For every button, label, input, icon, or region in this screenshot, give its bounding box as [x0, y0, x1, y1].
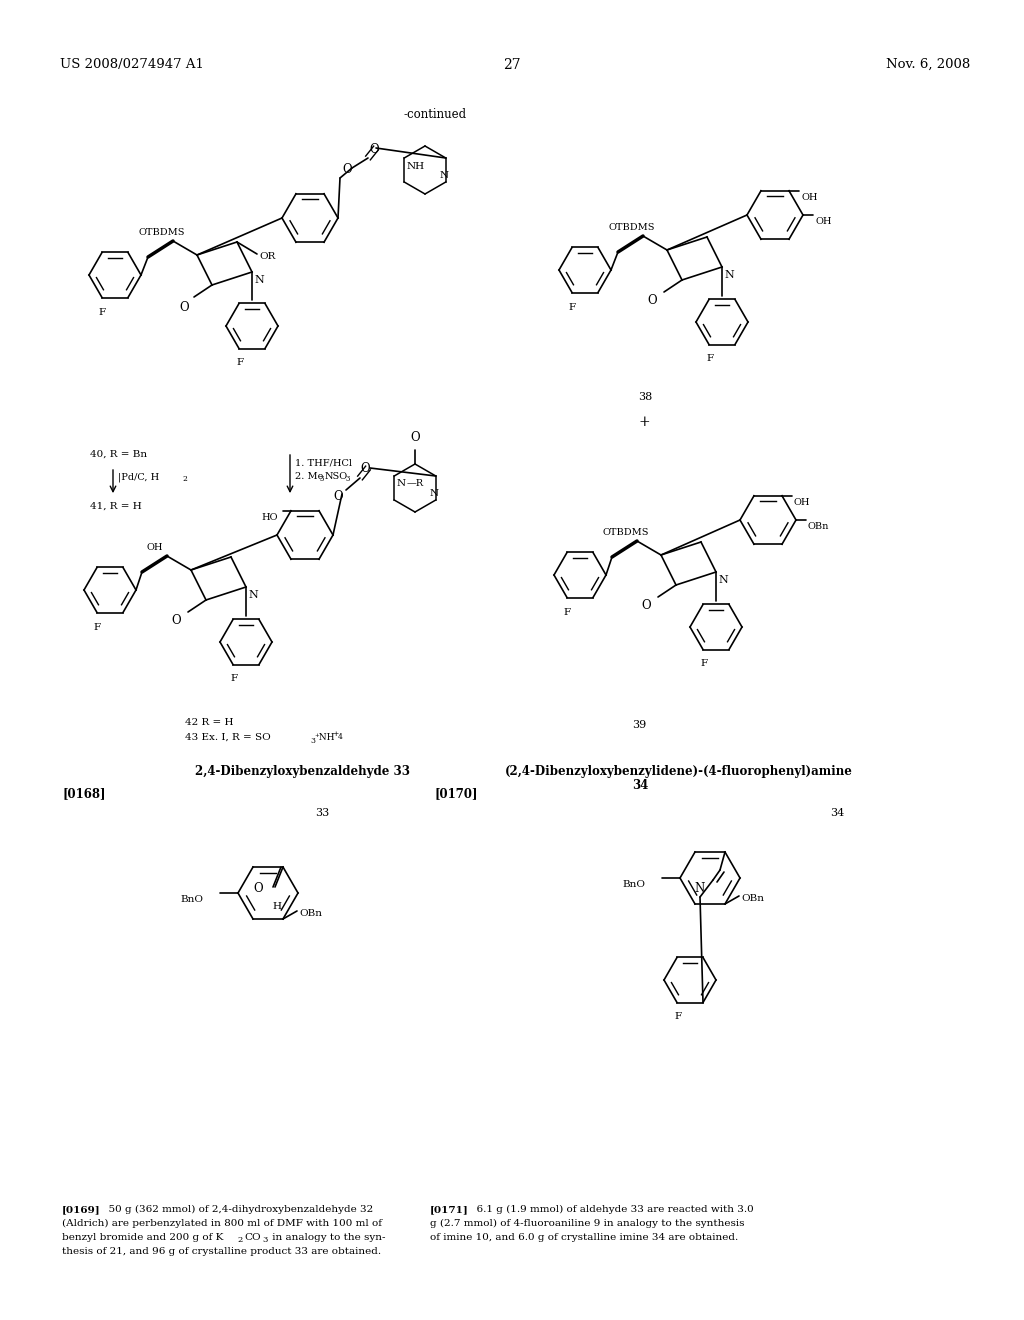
Text: F: F — [93, 623, 100, 632]
Text: O: O — [411, 432, 420, 444]
Text: F: F — [568, 304, 575, 312]
Text: NSO: NSO — [325, 473, 348, 480]
Text: CO: CO — [244, 1233, 261, 1242]
Text: O: O — [179, 301, 188, 314]
Text: F: F — [700, 659, 708, 668]
Text: O: O — [333, 490, 343, 503]
Text: ⁺NH: ⁺NH — [314, 733, 335, 742]
Text: F: F — [98, 308, 105, 317]
Text: US 2008/0274947 A1: US 2008/0274947 A1 — [60, 58, 204, 71]
Text: 2: 2 — [182, 475, 186, 483]
Text: NH: NH — [407, 162, 424, 172]
Text: 6.1 g (1.9 mmol) of aldehyde 33 are reacted with 3.0: 6.1 g (1.9 mmol) of aldehyde 33 are reac… — [470, 1205, 754, 1214]
Text: 34: 34 — [632, 779, 648, 792]
Text: N: N — [439, 172, 449, 180]
Text: 3: 3 — [262, 1236, 267, 1243]
Text: N: N — [396, 479, 406, 488]
Text: OBn: OBn — [808, 521, 829, 531]
Text: —R: —R — [407, 479, 423, 488]
Text: 3: 3 — [319, 475, 324, 483]
Text: OH: OH — [801, 193, 817, 202]
Text: (Aldrich) are perbenzylated in 800 ml of DMF with 100 ml of: (Aldrich) are perbenzylated in 800 ml of… — [62, 1218, 382, 1228]
Text: OR: OR — [259, 252, 275, 261]
Text: thesis of 21, and 96 g of crystalline product 33 are obtained.: thesis of 21, and 96 g of crystalline pr… — [62, 1247, 381, 1257]
Text: F: F — [230, 675, 238, 682]
Text: HO: HO — [261, 512, 278, 521]
Text: 50 g (362 mmol) of 2,4-dihydroxybenzaldehyde 32: 50 g (362 mmol) of 2,4-dihydroxybenzalde… — [102, 1205, 374, 1214]
Text: Nov. 6, 2008: Nov. 6, 2008 — [886, 58, 970, 71]
Text: O: O — [360, 462, 370, 475]
Text: in analogy to the syn-: in analogy to the syn- — [269, 1233, 385, 1242]
Text: O: O — [641, 599, 651, 612]
Text: 2. Me: 2. Me — [295, 473, 324, 480]
Text: N: N — [718, 576, 728, 585]
Text: OH: OH — [146, 543, 163, 552]
Text: O: O — [171, 614, 181, 627]
Text: N: N — [254, 275, 264, 285]
Text: [0171]: [0171] — [430, 1205, 469, 1214]
Text: OH: OH — [815, 216, 831, 226]
Text: of imine 10, and 6.0 g of crystalline imine 34 are obtained.: of imine 10, and 6.0 g of crystalline im… — [430, 1233, 738, 1242]
Text: O: O — [253, 882, 263, 895]
Text: F: F — [237, 358, 244, 367]
Text: F: F — [563, 609, 570, 616]
Text: g (2.7 mmol) of 4-fluoroaniline 9 in analogy to the synthesis: g (2.7 mmol) of 4-fluoroaniline 9 in ana… — [430, 1218, 744, 1228]
Text: 34: 34 — [830, 808, 844, 818]
Text: |Pd/C, H: |Pd/C, H — [118, 473, 160, 482]
Text: 4: 4 — [338, 733, 343, 741]
Text: BnO: BnO — [180, 895, 203, 904]
Text: +: + — [638, 414, 649, 429]
Text: OH: OH — [794, 498, 811, 507]
Text: 33: 33 — [315, 808, 330, 818]
Text: 3: 3 — [310, 737, 315, 744]
Text: 42 R = H: 42 R = H — [185, 718, 233, 727]
Text: [0169]: [0169] — [62, 1205, 100, 1214]
Text: 40, R = Bn: 40, R = Bn — [90, 450, 147, 459]
Text: 38: 38 — [638, 392, 652, 403]
Text: 43 Ex. I, R = SO: 43 Ex. I, R = SO — [185, 733, 270, 742]
Text: OTBDMS: OTBDMS — [138, 228, 185, 238]
Text: 39: 39 — [632, 719, 646, 730]
Text: (2,4-Dibenzyloxybenzylidene)-(4-fluorophenyl)amine: (2,4-Dibenzyloxybenzylidene)-(4-fluoroph… — [505, 766, 853, 777]
Text: -continued: -continued — [403, 108, 467, 121]
Text: F: F — [675, 1012, 682, 1020]
Text: [0168]: [0168] — [62, 787, 105, 800]
Text: OTBDMS: OTBDMS — [603, 528, 649, 537]
Text: [0170]: [0170] — [435, 787, 478, 800]
Text: H: H — [272, 902, 282, 911]
Text: F: F — [707, 354, 714, 363]
Text: N: N — [248, 590, 258, 601]
Text: 27: 27 — [503, 58, 521, 73]
Text: OTBDMS: OTBDMS — [608, 223, 655, 232]
Text: O: O — [370, 143, 379, 156]
Text: OBn: OBn — [299, 909, 322, 917]
Text: N: N — [694, 882, 705, 895]
Text: 3: 3 — [346, 475, 350, 483]
Text: N: N — [724, 271, 734, 280]
Text: 2,4-Dibenzyloxybenzaldehyde 33: 2,4-Dibenzyloxybenzaldehyde 33 — [195, 766, 410, 777]
Text: O: O — [342, 162, 352, 176]
Text: OBn: OBn — [741, 894, 764, 903]
Text: +: + — [332, 730, 338, 738]
Text: BnO: BnO — [622, 880, 645, 888]
Text: 41, R = H: 41, R = H — [90, 502, 141, 511]
Text: 2: 2 — [237, 1236, 243, 1243]
Text: 1. THF/HCl: 1. THF/HCl — [295, 458, 352, 467]
Text: N: N — [429, 488, 438, 498]
Text: O: O — [647, 294, 656, 308]
Text: benzyl bromide and 200 g of K: benzyl bromide and 200 g of K — [62, 1233, 223, 1242]
